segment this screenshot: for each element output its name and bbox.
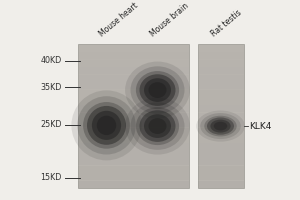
Bar <box>78 128 189 135</box>
Text: 35KD: 35KD <box>40 83 62 92</box>
Bar <box>198 166 244 173</box>
Bar <box>198 173 244 180</box>
Bar <box>198 37 244 44</box>
Ellipse shape <box>148 118 166 134</box>
Ellipse shape <box>130 66 184 114</box>
Ellipse shape <box>196 111 245 142</box>
Ellipse shape <box>136 71 179 109</box>
Bar <box>198 105 244 112</box>
Ellipse shape <box>200 113 241 139</box>
Ellipse shape <box>125 62 190 119</box>
Bar <box>78 37 189 44</box>
Bar <box>198 158 244 165</box>
Bar <box>78 60 189 67</box>
Bar <box>78 113 189 120</box>
Ellipse shape <box>144 78 171 102</box>
Bar <box>78 52 189 59</box>
Ellipse shape <box>214 122 227 130</box>
Bar <box>78 120 189 127</box>
Ellipse shape <box>148 82 166 98</box>
Bar <box>198 120 244 127</box>
Bar <box>78 150 189 158</box>
Bar <box>198 150 244 158</box>
Ellipse shape <box>144 114 171 138</box>
Ellipse shape <box>130 102 184 150</box>
Bar <box>198 97 244 105</box>
Ellipse shape <box>204 116 237 136</box>
Ellipse shape <box>210 120 231 133</box>
Ellipse shape <box>77 96 136 155</box>
Bar <box>78 75 189 82</box>
Text: KLK4: KLK4 <box>249 122 272 131</box>
Bar <box>198 44 244 52</box>
Bar <box>198 44 244 188</box>
Bar <box>198 67 244 74</box>
Bar <box>198 82 244 89</box>
Ellipse shape <box>125 98 190 155</box>
Bar <box>198 135 244 143</box>
Ellipse shape <box>140 74 175 106</box>
Ellipse shape <box>71 90 142 160</box>
Bar <box>78 44 189 188</box>
Text: 40KD: 40KD <box>40 56 62 65</box>
Bar <box>78 158 189 165</box>
Bar <box>198 52 244 59</box>
Bar <box>78 173 189 180</box>
Bar <box>198 128 244 135</box>
Bar <box>78 44 189 52</box>
Bar <box>198 113 244 120</box>
Bar <box>78 105 189 112</box>
Bar <box>78 143 189 150</box>
Bar <box>198 90 244 97</box>
Ellipse shape <box>92 111 121 140</box>
Bar <box>198 143 244 150</box>
Bar <box>78 181 189 188</box>
Ellipse shape <box>140 110 175 142</box>
Text: Rat testis: Rat testis <box>210 9 244 39</box>
Bar <box>198 75 244 82</box>
Text: Mouse heart: Mouse heart <box>98 1 140 39</box>
Bar <box>78 135 189 143</box>
Bar <box>78 67 189 74</box>
Bar <box>78 82 189 89</box>
Ellipse shape <box>97 116 116 135</box>
Ellipse shape <box>83 102 130 149</box>
Text: 25KD: 25KD <box>40 120 62 129</box>
Bar <box>78 97 189 105</box>
Text: Mouse brain: Mouse brain <box>148 2 190 39</box>
Bar <box>198 181 244 188</box>
Ellipse shape <box>207 117 234 135</box>
Bar <box>198 60 244 67</box>
Ellipse shape <box>136 107 179 145</box>
Text: 15KD: 15KD <box>40 173 62 182</box>
Bar <box>78 90 189 97</box>
Ellipse shape <box>87 106 126 145</box>
Bar <box>78 166 189 173</box>
